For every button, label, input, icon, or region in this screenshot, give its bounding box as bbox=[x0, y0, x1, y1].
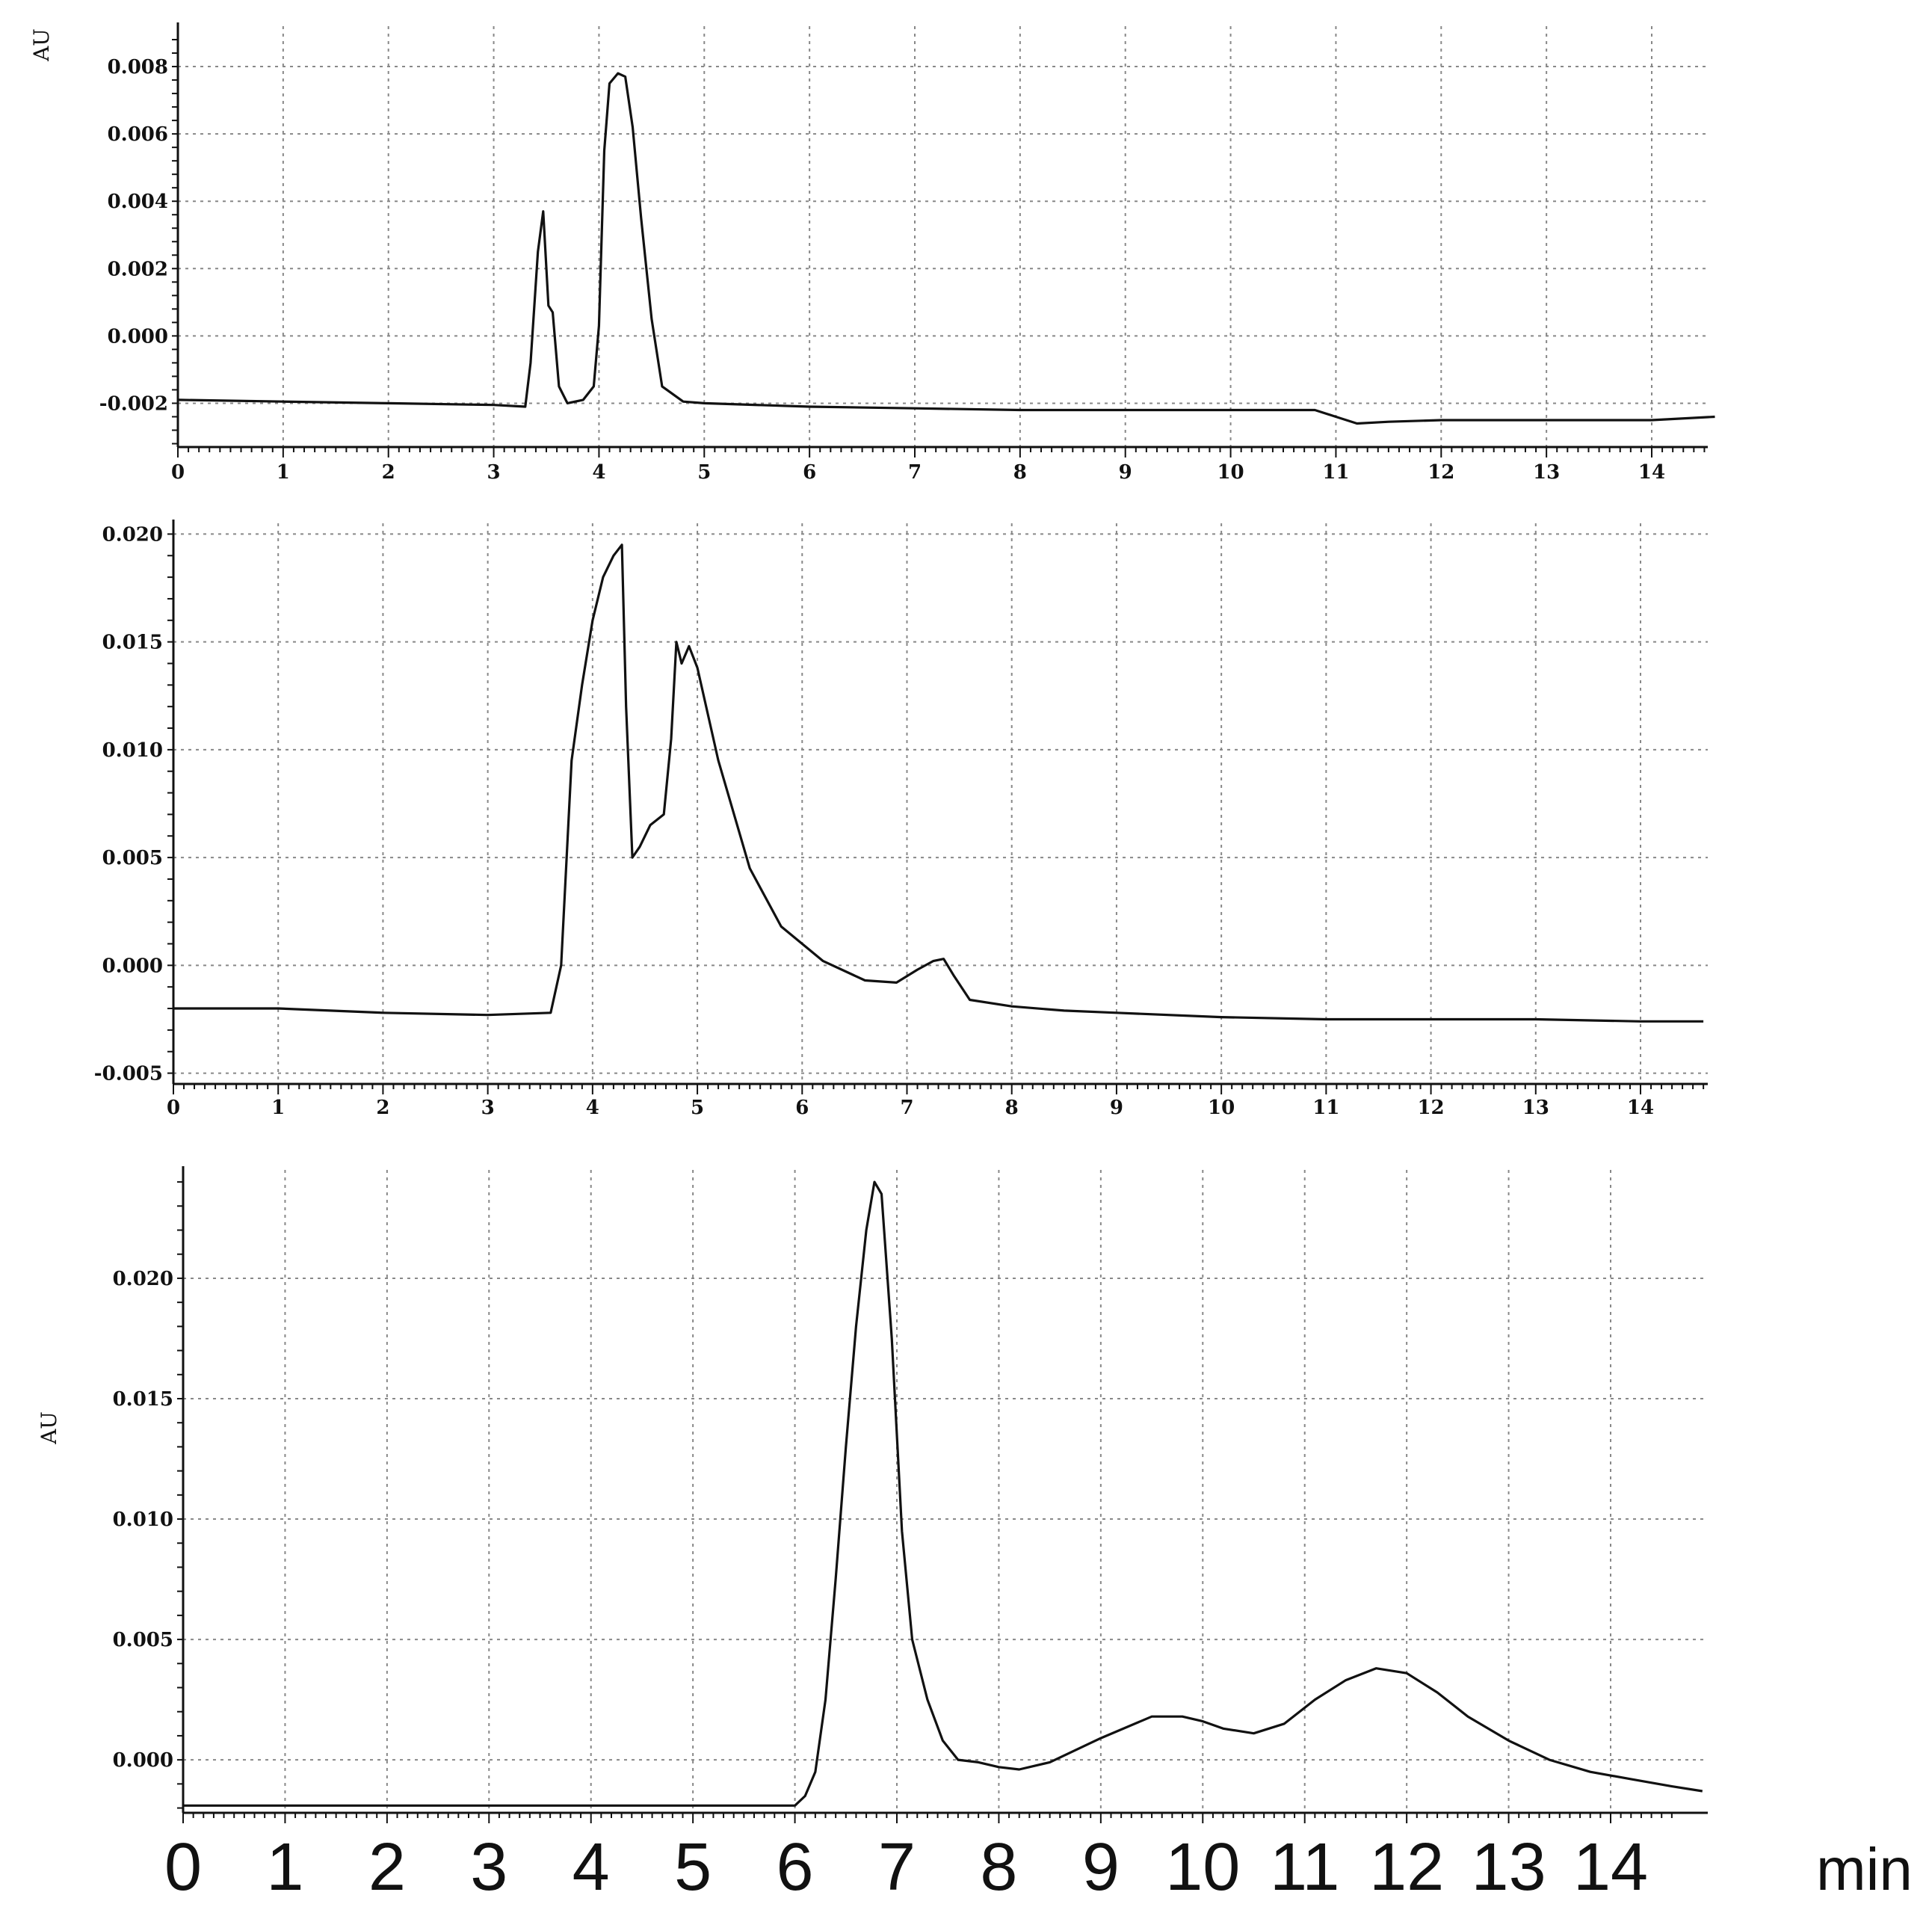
x-tick-label: 3 bbox=[481, 1097, 495, 1119]
x-tick-label: 6 bbox=[803, 461, 816, 484]
x-tick-label: 14 bbox=[1638, 461, 1665, 484]
x-tick-label: 13 bbox=[1522, 1097, 1549, 1119]
x-tick-label: 8 bbox=[980, 1830, 1017, 1905]
x-tick-label: 0 bbox=[164, 1830, 202, 1905]
x-tick-label: 4 bbox=[592, 461, 605, 484]
y-tick-label: 0.000 bbox=[102, 955, 163, 977]
y-tick-label: -0.005 bbox=[94, 1063, 163, 1085]
x-tick-label: 0 bbox=[171, 461, 185, 484]
y-tick-label: 0.002 bbox=[108, 258, 168, 280]
x-axis-unit-label: min bbox=[1816, 1836, 1913, 1903]
x-tick-label: 9 bbox=[1119, 461, 1132, 484]
x-tick-label: 11 bbox=[1322, 461, 1349, 484]
x-tick-label: 7 bbox=[900, 1097, 913, 1119]
y-axis-title: AU bbox=[37, 1411, 61, 1445]
chromatogram-trace bbox=[183, 1180, 1703, 1807]
x-tick-label: 6 bbox=[795, 1097, 809, 1119]
chromatogram-trace bbox=[173, 543, 1704, 1023]
x-tick-label: 1 bbox=[277, 461, 290, 484]
y-tick-label: 0.008 bbox=[108, 56, 168, 78]
y-tick-label: 0.005 bbox=[113, 1629, 173, 1651]
y-axis-title: AU bbox=[29, 28, 54, 62]
x-tick-label: 9 bbox=[1082, 1830, 1120, 1905]
x-tick-label: 2 bbox=[376, 1097, 389, 1119]
y-tick-label: 0.020 bbox=[102, 523, 163, 546]
x-tick-label: 10 bbox=[1208, 1097, 1235, 1119]
x-tick-label: 14 bbox=[1573, 1830, 1648, 1905]
x-tick-label: 12 bbox=[1369, 1830, 1444, 1905]
x-tick-label: 2 bbox=[382, 461, 395, 484]
x-tick-label: 14 bbox=[1627, 1097, 1654, 1119]
x-tick-label: 10 bbox=[1165, 1830, 1240, 1905]
y-tick-label: 0.015 bbox=[113, 1388, 173, 1411]
y-tick-label: 0.015 bbox=[102, 632, 163, 654]
x-tick-label: 12 bbox=[1428, 461, 1454, 484]
x-tick-label: 3 bbox=[470, 1830, 507, 1905]
x-tick-label: 5 bbox=[674, 1830, 712, 1905]
x-tick-label: 5 bbox=[691, 1097, 704, 1119]
x-tick-label: 9 bbox=[1110, 1097, 1123, 1119]
y-tick-label: 0.010 bbox=[113, 1509, 173, 1531]
y-tick-label: 0.020 bbox=[113, 1268, 173, 1290]
x-tick-label: 6 bbox=[777, 1830, 814, 1905]
x-tick-label: 3 bbox=[487, 461, 501, 484]
x-tick-label: 7 bbox=[908, 461, 922, 484]
y-tick-label: 0.000 bbox=[108, 325, 168, 348]
y-tick-label: -0.002 bbox=[99, 392, 168, 415]
x-tick-label: 5 bbox=[697, 461, 711, 484]
x-tick-label: 13 bbox=[1533, 461, 1560, 484]
y-tick-label: 0.006 bbox=[108, 123, 168, 146]
x-tick-label: 4 bbox=[572, 1830, 610, 1905]
x-tick-label: 0 bbox=[167, 1097, 180, 1119]
x-tick-label: 11 bbox=[1270, 1830, 1339, 1905]
y-tick-label: 0.004 bbox=[108, 191, 168, 213]
x-tick-label: 7 bbox=[878, 1830, 916, 1905]
x-tick-label: 8 bbox=[1013, 461, 1027, 484]
x-tick-label: 11 bbox=[1312, 1097, 1339, 1119]
x-tick-label: 2 bbox=[368, 1830, 406, 1905]
x-tick-label: 8 bbox=[1005, 1097, 1019, 1119]
x-tick-label: 1 bbox=[266, 1830, 303, 1905]
x-tick-label: 1 bbox=[271, 1097, 285, 1119]
y-tick-label: 0.005 bbox=[102, 847, 163, 869]
y-tick-label: 0.010 bbox=[102, 739, 163, 762]
x-tick-label: 13 bbox=[1472, 1830, 1546, 1905]
x-tick-label: 4 bbox=[586, 1097, 599, 1119]
y-tick-label: 0.000 bbox=[113, 1749, 173, 1772]
chromatogram-trace bbox=[177, 72, 1715, 425]
x-tick-label: 12 bbox=[1417, 1097, 1444, 1119]
x-tick-label: 10 bbox=[1217, 461, 1244, 484]
